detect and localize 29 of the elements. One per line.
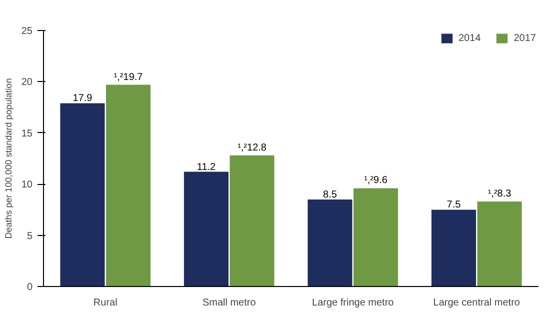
y-tick-label: 20 bbox=[21, 77, 33, 88]
data-label: 8.5 bbox=[323, 189, 338, 200]
y-tick-label: 15 bbox=[21, 128, 33, 140]
bar bbox=[106, 84, 151, 286]
x-tick-label: Large fringe metro bbox=[312, 298, 394, 308]
data-label: ¹,²9.6 bbox=[364, 175, 388, 186]
bar bbox=[353, 188, 398, 286]
data-label: ¹,²12.8 bbox=[238, 142, 267, 154]
y-tick-label: 25 bbox=[21, 26, 33, 37]
y-axis-title: Deaths per 100,000 standard population bbox=[3, 78, 14, 239]
data-label: 17.9 bbox=[72, 93, 93, 104]
x-tick-label: Small metro bbox=[202, 298, 256, 308]
bar bbox=[184, 172, 229, 286]
legend-label: 2017 bbox=[514, 32, 536, 44]
x-tick-label: Large central metro bbox=[433, 298, 520, 308]
data-label: 11.2 bbox=[196, 162, 216, 173]
y-tick-label: 10 bbox=[21, 180, 33, 191]
data-label: 7.5 bbox=[446, 200, 462, 211]
bar bbox=[60, 103, 105, 286]
bar bbox=[230, 155, 274, 286]
bar bbox=[477, 202, 522, 286]
y-tick-label: 0 bbox=[26, 282, 33, 293]
data-label: ¹,²8.3 bbox=[488, 188, 512, 200]
bar bbox=[431, 210, 476, 286]
bar bbox=[308, 199, 352, 286]
data-label: ¹,²19.7 bbox=[114, 72, 144, 83]
x-tick-label: Rural bbox=[93, 298, 118, 308]
y-tick-label: 5 bbox=[26, 230, 33, 242]
legend-label: 2014 bbox=[458, 32, 481, 44]
